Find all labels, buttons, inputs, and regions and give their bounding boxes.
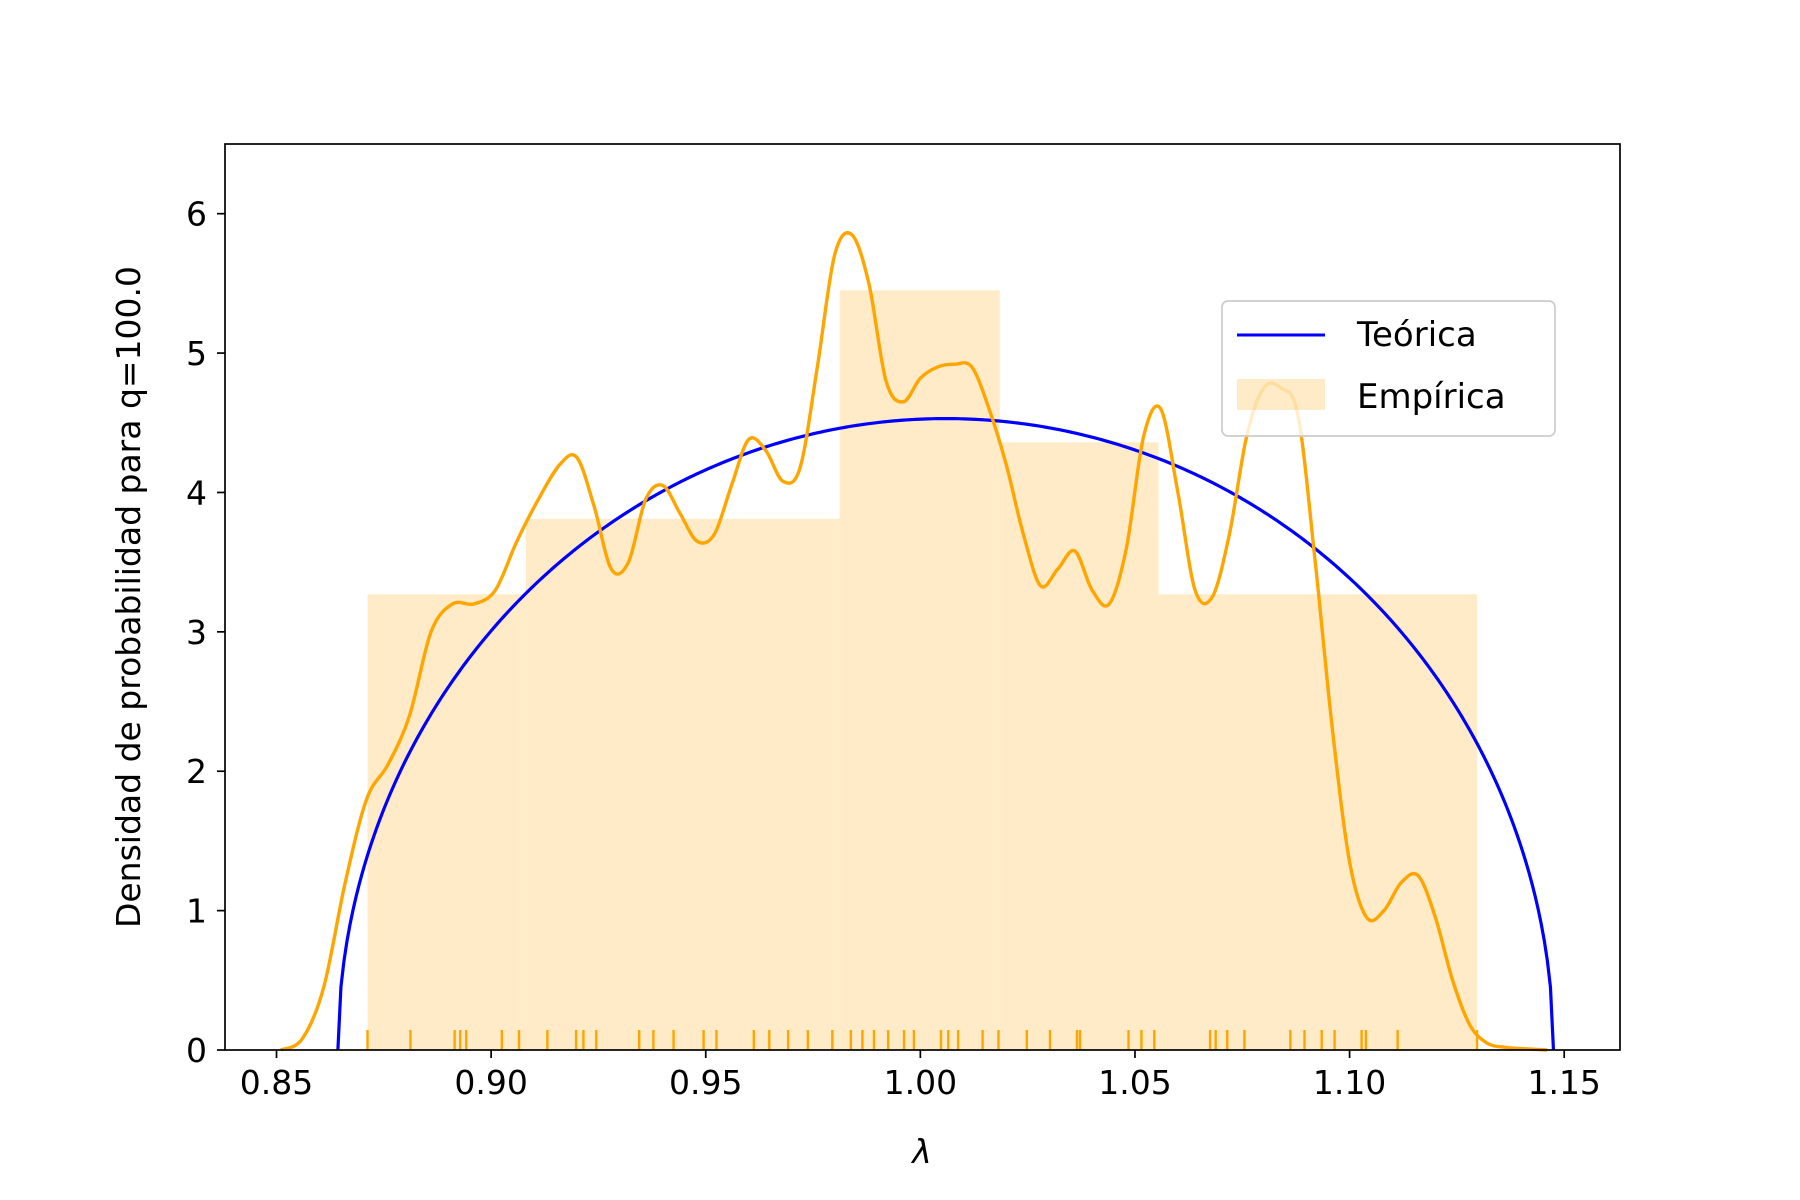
- y-tick-label: 6: [186, 195, 207, 234]
- legend-patch-empirica: [1237, 379, 1325, 410]
- x-tick-label: 1.10: [1313, 1063, 1386, 1102]
- x-axis-label: λ: [910, 1132, 932, 1171]
- legend-label-empirica: Empírica: [1357, 377, 1506, 417]
- y-tick-label: 3: [186, 613, 207, 652]
- histogram-bar: [839, 290, 1000, 1050]
- ticks: 0.85 0.90 0.95 1.00 1.05 1.10 1.15 0 1 2 3 4 5 6: [186, 195, 1601, 1102]
- y-tick-label: 5: [186, 334, 207, 373]
- axes-frame: [224, 143, 1621, 1051]
- y-tick-label: 4: [186, 473, 207, 512]
- x-tick-label: 1.15: [1527, 1063, 1600, 1102]
- x-tick-label: 1.00: [884, 1063, 957, 1102]
- theoretical-curve: [336, 416, 1556, 1051]
- y-tick-label: 0: [186, 1031, 207, 1070]
- legend: Teórica Empírica: [1221, 300, 1556, 437]
- x-tick-label: 0.85: [240, 1063, 313, 1102]
- kde-curve: [280, 231, 1548, 1052]
- histogram-bar: [367, 594, 526, 1050]
- y-axis-label: Densidad de probabilidad para q=100.0: [109, 266, 148, 928]
- histogram-bar: [525, 518, 840, 1050]
- legend-label-teorica: Teórica: [1356, 315, 1477, 355]
- x-tick-label: 1.05: [1098, 1063, 1171, 1102]
- histogram-bar: [1158, 594, 1478, 1050]
- y-tick-label: 1: [186, 892, 207, 931]
- x-tick-label: 0.90: [454, 1063, 527, 1102]
- y-tick-label: 2: [186, 752, 207, 791]
- x-tick-label: 0.95: [669, 1063, 742, 1102]
- plot-area: [280, 231, 1556, 1052]
